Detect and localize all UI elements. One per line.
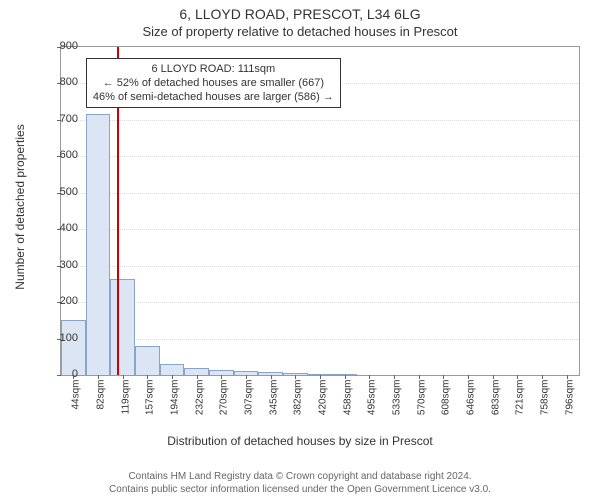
ytick-label: 0 (48, 369, 78, 379)
xtick-label: 458sqm (342, 380, 353, 430)
histogram-bar (184, 368, 209, 375)
xtick-label: 495sqm (367, 380, 378, 430)
gridline-h (61, 156, 579, 157)
histogram-bar (86, 114, 111, 375)
ytick-label: 400 (48, 223, 78, 233)
footer-line-2: Contains public sector information licen… (0, 483, 600, 496)
xtick-mark (123, 375, 124, 379)
xtick-mark (517, 375, 518, 379)
xtick-label: 420sqm (318, 380, 329, 430)
histogram-bar (135, 346, 160, 375)
annotation-line: ← 52% of detached houses are smaller (66… (93, 76, 334, 90)
ytick-label: 200 (48, 296, 78, 306)
xtick-label: 232sqm (194, 380, 205, 430)
y-axis-label: Number of detached properties (13, 57, 27, 357)
gridline-h (61, 229, 579, 230)
xtick-label: 570sqm (416, 380, 427, 430)
chart-subtitle: Size of property relative to detached ho… (0, 24, 600, 39)
ytick-label: 800 (48, 77, 78, 87)
xtick-mark (172, 375, 173, 379)
ytick-label: 100 (48, 333, 78, 343)
chart-container: 6, LLOYD ROAD, PRESCOT, L34 6LG Size of … (0, 0, 600, 500)
xtick-label: 796sqm (564, 380, 575, 430)
xtick-label: 44sqm (71, 380, 82, 430)
xtick-mark (493, 375, 494, 379)
gridline-h (61, 193, 579, 194)
plot-area: 6 LLOYD ROAD: 111sqm← 52% of detached ho… (60, 46, 580, 376)
xtick-label: 270sqm (219, 380, 230, 430)
annotation-line: 6 LLOYD ROAD: 111sqm (93, 62, 334, 76)
ytick-label: 300 (48, 260, 78, 270)
xtick-mark (419, 375, 420, 379)
xtick-mark (98, 375, 99, 379)
xtick-mark (443, 375, 444, 379)
xtick-mark (394, 375, 395, 379)
xtick-mark (147, 375, 148, 379)
x-axis-label: Distribution of detached houses by size … (0, 434, 600, 448)
gridline-h (61, 339, 579, 340)
chart-footer: Contains HM Land Registry data © Crown c… (0, 470, 600, 496)
xtick-mark (295, 375, 296, 379)
xtick-label: 157sqm (145, 380, 156, 430)
annotation-box: 6 LLOYD ROAD: 111sqm← 52% of detached ho… (86, 58, 341, 108)
xtick-label: 82sqm (96, 380, 107, 430)
ytick-label: 600 (48, 150, 78, 160)
xtick-mark (542, 375, 543, 379)
xtick-mark (468, 375, 469, 379)
ytick-label: 700 (48, 114, 78, 124)
xtick-mark (221, 375, 222, 379)
xtick-label: 345sqm (268, 380, 279, 430)
gridline-h (61, 302, 579, 303)
annotation-line: 46% of semi-detached houses are larger (… (93, 90, 334, 104)
xtick-label: 721sqm (515, 380, 526, 430)
xtick-label: 382sqm (293, 380, 304, 430)
histogram-bar (61, 320, 86, 375)
xtick-mark (369, 375, 370, 379)
histogram-bar (160, 364, 185, 375)
ytick-label: 900 (48, 41, 78, 51)
gridline-h (61, 120, 579, 121)
chart-title: 6, LLOYD ROAD, PRESCOT, L34 6LG (0, 6, 600, 22)
xtick-label: 119sqm (120, 380, 131, 430)
xtick-mark (345, 375, 346, 379)
xtick-mark (246, 375, 247, 379)
histogram-bar (110, 279, 135, 375)
xtick-label: 758sqm (539, 380, 550, 430)
ytick-label: 500 (48, 187, 78, 197)
xtick-label: 307sqm (244, 380, 255, 430)
xtick-label: 683sqm (490, 380, 501, 430)
xtick-mark (271, 375, 272, 379)
xtick-label: 646sqm (465, 380, 476, 430)
xtick-label: 608sqm (441, 380, 452, 430)
xtick-label: 194sqm (170, 380, 181, 430)
xtick-label: 533sqm (391, 380, 402, 430)
footer-line-1: Contains HM Land Registry data © Crown c… (0, 470, 600, 483)
xtick-mark (197, 375, 198, 379)
gridline-h (61, 266, 579, 267)
xtick-mark (320, 375, 321, 379)
xtick-mark (567, 375, 568, 379)
